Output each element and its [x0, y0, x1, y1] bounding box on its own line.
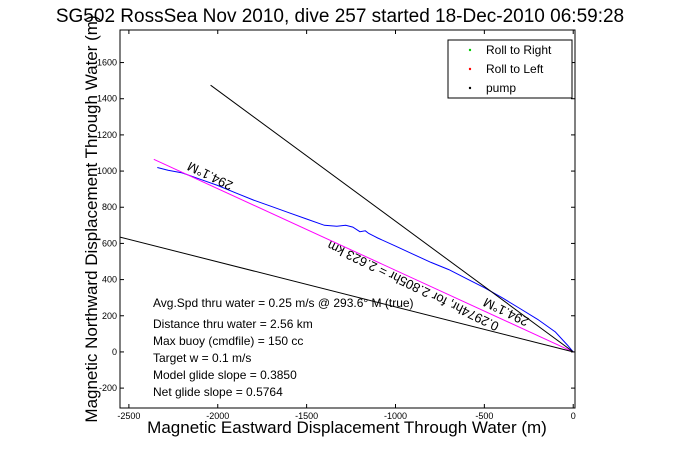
y-tick-label: 800 — [102, 202, 117, 212]
legend-box — [447, 39, 573, 99]
x-tick-label: -1000 — [384, 411, 407, 421]
y-tick-label: 1200 — [97, 130, 117, 140]
y-tick-label: 1000 — [97, 166, 117, 176]
avg-speed-text: Avg.Spd thru water = 0.25 m/s @ 293.6° M… — [153, 296, 414, 310]
max-buoy-text: Max buoy (cmdfile) = 150 cc — [153, 334, 303, 348]
y-tick-label: 200 — [102, 311, 117, 321]
y-tick-label: 1400 — [97, 94, 117, 104]
x-axis-label: Magnetic Eastward Displacement Through W… — [147, 418, 547, 437]
tick-group: -2500 -2000 -1500 -1000 -500 0-20002004006008… — [97, 30, 576, 421]
series-group — [119, 84, 574, 353]
info-block: Avg.Spd thru water = 0.25 m/s @ 293.6° M… — [153, 296, 414, 399]
x-tick-label: -1500 — [295, 411, 318, 421]
series-line-4 — [119, 236, 574, 353]
x-tick-label: -2000 — [206, 411, 229, 421]
x-tick-label: -500 — [475, 411, 493, 421]
y-tick-label: -200 — [99, 383, 117, 393]
legend-marker-pump — [468, 86, 472, 90]
legend-marker-roll-right — [468, 48, 472, 52]
legend: Roll to Right Roll to Left pump — [447, 39, 573, 99]
series-line-1 — [157, 167, 574, 353]
x-tick-label: -2500 — [117, 411, 140, 421]
legend-label-roll-right: Roll to Right — [486, 43, 552, 57]
legend-label-roll-left: Roll to Left — [486, 62, 544, 76]
y-axis-label: Magnetic Northward Displacement Through … — [82, 15, 101, 422]
model-glide-text: Model glide slope = 0.3850 — [153, 368, 297, 382]
net-glide-text: Net glide slope = 0.5764 — [153, 385, 283, 399]
series-line-2 — [153, 158, 574, 353]
distance-text: Distance thru water = 2.56 km — [153, 317, 313, 331]
x-tick-label: 0 — [571, 411, 576, 421]
y-tick-label: 400 — [102, 275, 117, 285]
y-tick-label: 600 — [102, 238, 117, 248]
legend-label-pump: pump — [486, 81, 516, 95]
y-tick-label: 0 — [112, 347, 117, 357]
series-line-3 — [210, 84, 574, 353]
y-tick-label: 1600 — [97, 58, 117, 68]
chart-title: SG502 RossSea Nov 2010, dive 257 started… — [56, 6, 624, 27]
target-w-text: Target w = 0.1 m/s — [153, 351, 251, 365]
legend-marker-roll-left — [468, 67, 472, 71]
